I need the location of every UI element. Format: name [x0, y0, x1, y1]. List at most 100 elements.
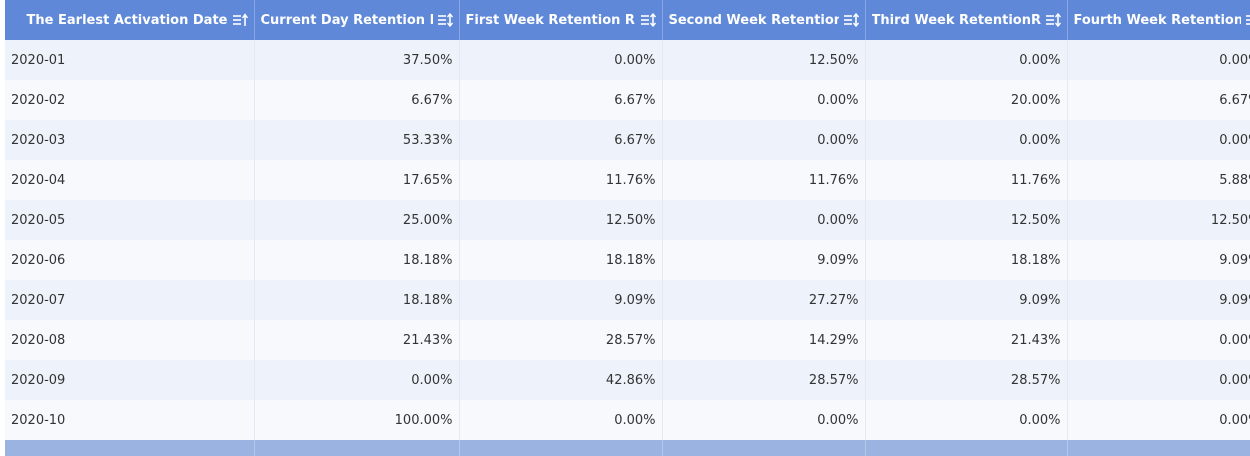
- rate-cell: 0.00%: [662, 80, 866, 120]
- rate-cell: 0.00%: [662, 200, 866, 240]
- date-cell: 2020-03: [5, 120, 255, 160]
- rate-cell: 9.09%: [662, 240, 866, 280]
- rate-cell: 0.00%: [459, 400, 663, 440]
- sort-icon[interactable]: [1245, 13, 1250, 27]
- rate-cell: 0.00%: [865, 400, 1068, 440]
- date-cell: 2020-01: [5, 40, 255, 80]
- date-cell: 2020-05: [5, 200, 255, 240]
- rate-cell: 18.18%: [459, 240, 663, 280]
- header-row: The Earlest Activation Date Current Day R…: [5, 0, 1250, 40]
- rate-cell: 12.50%: [459, 200, 663, 240]
- table-body: 2020-0137.50%0.00%12.50%0.00%0.00%2020-0…: [5, 40, 1250, 456]
- date-cell: 2020-09: [5, 360, 255, 400]
- header-text: The Earlest Activation Date: [26, 12, 228, 28]
- rate-cell: 0.00%: [662, 120, 866, 160]
- rate-cell: 17.65%: [254, 160, 460, 200]
- rate-cell: 28.57%: [662, 360, 866, 400]
- rate-cell: 27.27%: [662, 280, 866, 320]
- date-cell: 2020-06: [5, 240, 255, 280]
- rate-cell: 28.57%: [865, 360, 1068, 400]
- retention-table: The Earlest Activation Date Current Day R…: [5, 0, 1250, 456]
- rate-cell: 11.76%: [865, 160, 1068, 200]
- rate-cell: 21.43%: [865, 320, 1068, 360]
- column-header[interactable]: Second Week Retention: [662, 0, 866, 40]
- date-cell: 2020-02: [5, 80, 255, 120]
- summary-cell: [1067, 440, 1250, 456]
- header-content: Current Day Retention R: [261, 13, 453, 28]
- rate-cell: 20.00%: [865, 80, 1068, 120]
- date-cell: 2020-08: [5, 320, 255, 360]
- summary-cell: [865, 440, 1068, 456]
- rate-cell: 28.57%: [459, 320, 663, 360]
- rate-cell: 21.43%: [254, 320, 460, 360]
- date-cell: 2020-07: [5, 280, 255, 320]
- summary-cell: [5, 440, 255, 456]
- rate-cell: 11.76%: [459, 160, 663, 200]
- header-text: Fourth Week Retention: [1073, 12, 1241, 28]
- header-content: First Week Retention R: [466, 13, 656, 28]
- rate-cell: 18.18%: [865, 240, 1068, 280]
- column-header[interactable]: Third Week RetentionR: [865, 0, 1068, 40]
- data-row: 2020-026.67%6.67%0.00%20.00%6.67%: [5, 80, 1250, 120]
- header-content: Fourth Week Retention: [1074, 13, 1250, 28]
- header-content: Third Week RetentionR: [872, 13, 1061, 28]
- rate-cell: 12.50%: [865, 200, 1068, 240]
- sort-icon[interactable]: [1045, 13, 1061, 27]
- sort-icon[interactable]: [843, 13, 859, 27]
- rate-cell: 9.09%: [1067, 280, 1250, 320]
- rate-cell: 6.67%: [1067, 80, 1250, 120]
- rate-cell: 25.00%: [254, 200, 460, 240]
- rate-cell: 9.09%: [1067, 240, 1250, 280]
- rate-cell: 5.88%: [1067, 160, 1250, 200]
- rate-cell: 0.00%: [1067, 40, 1250, 80]
- rate-cell: 0.00%: [254, 360, 460, 400]
- rate-cell: 100.00%: [254, 400, 460, 440]
- rate-cell: 42.86%: [459, 360, 663, 400]
- summary-cell: [459, 440, 663, 456]
- rate-cell: 6.67%: [459, 120, 663, 160]
- rate-cell: 0.00%: [1067, 320, 1250, 360]
- rate-cell: 18.18%: [254, 280, 460, 320]
- summary-cell: [254, 440, 460, 456]
- column-header[interactable]: Current Day Retention R: [254, 0, 460, 40]
- rate-cell: 0.00%: [1067, 120, 1250, 160]
- rate-cell: 6.67%: [254, 80, 460, 120]
- header-text: Second Week Retention: [668, 12, 839, 28]
- column-header[interactable]: Fourth Week Retention: [1067, 0, 1250, 40]
- column-header[interactable]: First Week Retention R: [459, 0, 663, 40]
- rate-cell: 9.09%: [459, 280, 663, 320]
- summary-row: [5, 440, 1250, 456]
- rate-cell: 9.09%: [865, 280, 1068, 320]
- header-text: First Week Retention R: [465, 12, 635, 28]
- rate-cell: 37.50%: [254, 40, 460, 80]
- rate-cell: 12.50%: [662, 40, 866, 80]
- column-header[interactable]: The Earlest Activation Date: [5, 0, 255, 40]
- data-row: 2020-090.00%42.86%28.57%28.57%0.00%: [5, 360, 1250, 400]
- header-content: The Earlest Activation Date: [11, 13, 248, 28]
- rate-cell: 18.18%: [254, 240, 460, 280]
- sort-icon[interactable]: [232, 13, 248, 27]
- rate-cell: 0.00%: [662, 400, 866, 440]
- sort-icon[interactable]: [640, 13, 656, 27]
- rate-cell: 0.00%: [865, 40, 1068, 80]
- header-content: Second Week Retention: [669, 13, 859, 28]
- rate-cell: 0.00%: [1067, 400, 1250, 440]
- rate-cell: 0.00%: [459, 40, 663, 80]
- rate-cell: 11.76%: [662, 160, 866, 200]
- rate-cell: 0.00%: [1067, 360, 1250, 400]
- rate-cell: 53.33%: [254, 120, 460, 160]
- date-cell: 2020-04: [5, 160, 255, 200]
- header-text: Third Week RetentionR: [871, 12, 1041, 28]
- rate-cell: 6.67%: [459, 80, 663, 120]
- rate-cell: 0.00%: [865, 120, 1068, 160]
- sort-icon[interactable]: [437, 13, 453, 27]
- rate-cell: 12.50%: [1067, 200, 1250, 240]
